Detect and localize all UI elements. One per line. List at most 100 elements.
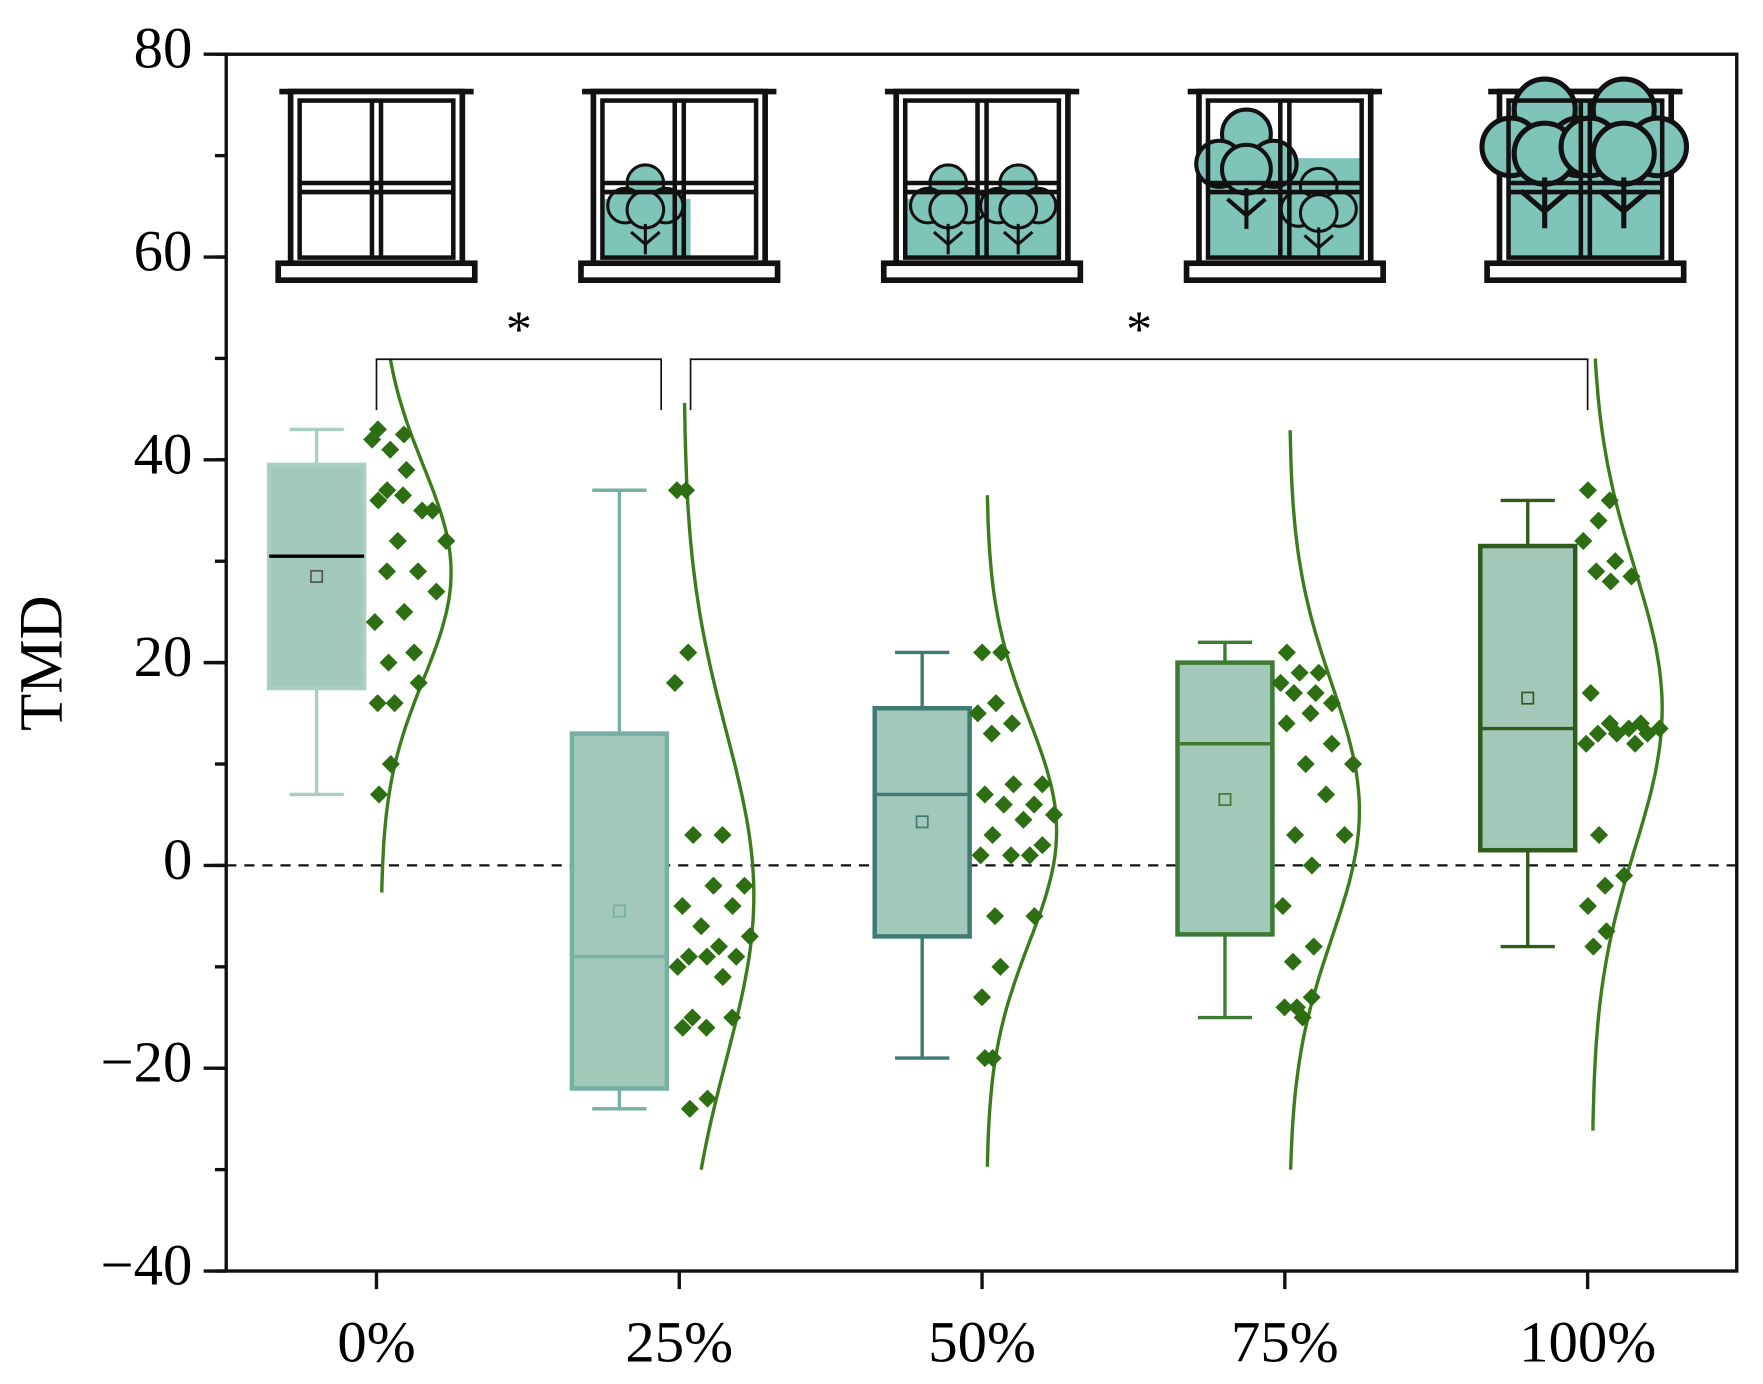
data-point bbox=[1002, 846, 1021, 865]
data-point bbox=[727, 947, 746, 966]
box-group bbox=[1175, 430, 1363, 1170]
data-point bbox=[393, 486, 413, 505]
data-point bbox=[381, 440, 400, 459]
data-point bbox=[1597, 922, 1616, 941]
data-point bbox=[1317, 785, 1336, 804]
data-point bbox=[1025, 795, 1044, 814]
data-point bbox=[1014, 810, 1033, 829]
data-point bbox=[975, 1049, 994, 1068]
x-tick-label: 75% bbox=[1231, 1309, 1339, 1374]
data-point bbox=[704, 876, 723, 895]
data-point bbox=[972, 988, 992, 1007]
y-tick-label: −40 bbox=[100, 1233, 192, 1298]
data-point bbox=[394, 425, 413, 444]
x-tick-label: 50% bbox=[928, 1309, 1036, 1374]
data-point bbox=[427, 582, 446, 601]
data-point bbox=[1606, 552, 1625, 571]
data-point bbox=[679, 947, 698, 966]
data-point bbox=[365, 613, 384, 632]
data-point bbox=[1271, 673, 1290, 692]
data-point bbox=[363, 430, 382, 449]
data-point bbox=[1344, 754, 1363, 774]
window-icons bbox=[278, 79, 1686, 280]
data-point bbox=[368, 694, 387, 713]
data-point bbox=[697, 1018, 716, 1037]
significance-bracket bbox=[375, 358, 663, 411]
x-tick-label: 25% bbox=[625, 1309, 733, 1374]
data-point bbox=[665, 673, 684, 692]
data-point bbox=[1306, 684, 1325, 703]
data-point bbox=[983, 825, 1002, 845]
data-point bbox=[1588, 724, 1607, 743]
mean-marker bbox=[1521, 691, 1535, 705]
data-point bbox=[1600, 491, 1619, 510]
window-icon bbox=[884, 92, 1081, 281]
data-point bbox=[975, 785, 994, 804]
box bbox=[569, 731, 670, 1091]
box bbox=[872, 705, 972, 939]
data-point bbox=[1587, 562, 1606, 581]
density-curve bbox=[985, 495, 1059, 1167]
data-point bbox=[1301, 704, 1320, 723]
data-point bbox=[982, 724, 1001, 743]
x-tick-label: 100% bbox=[1519, 1309, 1656, 1374]
box-group bbox=[1478, 358, 1669, 1131]
data-point bbox=[1578, 481, 1597, 500]
data-point bbox=[1638, 724, 1657, 743]
box-group bbox=[569, 402, 759, 1170]
data-point bbox=[1290, 663, 1309, 682]
density-curve bbox=[682, 402, 756, 1170]
data-point bbox=[1577, 734, 1596, 753]
data-point bbox=[397, 460, 416, 480]
data-point bbox=[679, 643, 698, 662]
x-tick-label: 0% bbox=[337, 1309, 415, 1374]
data-point bbox=[1578, 896, 1597, 916]
data-point bbox=[986, 907, 1005, 926]
box-group bbox=[266, 358, 456, 893]
data-point bbox=[1601, 572, 1620, 591]
mean-marker bbox=[1218, 793, 1232, 807]
data-point bbox=[1283, 952, 1302, 971]
data-point bbox=[377, 562, 397, 581]
data-point bbox=[1020, 846, 1039, 865]
data-point bbox=[395, 602, 414, 621]
data-point bbox=[1322, 694, 1341, 713]
data-point bbox=[740, 927, 759, 946]
density-curve bbox=[1288, 430, 1362, 1170]
data-point bbox=[1302, 988, 1321, 1007]
data-point bbox=[994, 795, 1013, 814]
significance-bracket bbox=[689, 358, 1589, 411]
data-point bbox=[1293, 1008, 1312, 1027]
data-point bbox=[723, 1008, 742, 1027]
density-curve bbox=[1591, 358, 1664, 1131]
box-group bbox=[872, 495, 1064, 1167]
data-point bbox=[735, 876, 754, 895]
data-point bbox=[413, 501, 432, 520]
data-point bbox=[1615, 866, 1634, 885]
data-point bbox=[713, 967, 732, 987]
data-point bbox=[1302, 856, 1321, 875]
data-point bbox=[381, 754, 400, 774]
data-point bbox=[1589, 511, 1608, 530]
mean-marker bbox=[612, 904, 626, 918]
data-point bbox=[1273, 896, 1292, 916]
y-tick-label: 20 bbox=[134, 624, 193, 689]
window-icon bbox=[278, 92, 475, 281]
data-point bbox=[973, 643, 992, 662]
data-point bbox=[723, 896, 742, 916]
significance-label: * bbox=[1126, 301, 1152, 358]
y-tick-label: 60 bbox=[134, 219, 193, 284]
data-point bbox=[1286, 825, 1305, 845]
data-point bbox=[1004, 775, 1023, 794]
data-point bbox=[1277, 714, 1296, 733]
data-point bbox=[676, 481, 696, 500]
data-point bbox=[379, 653, 398, 672]
window-icon bbox=[1482, 79, 1686, 280]
data-point bbox=[1581, 684, 1600, 703]
y-tick-label: 0 bbox=[163, 827, 192, 892]
data-point bbox=[1322, 734, 1341, 753]
data-point bbox=[1626, 734, 1645, 753]
data-point bbox=[991, 957, 1010, 976]
data-point bbox=[709, 937, 728, 956]
